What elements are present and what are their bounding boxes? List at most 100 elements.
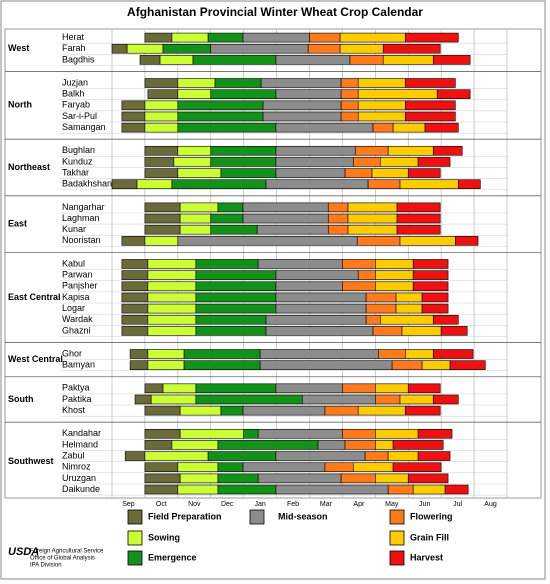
stage-bar [417, 428, 453, 439]
stage-bar [243, 428, 259, 439]
stage-bar [210, 43, 309, 54]
row-label: Badakhshan [62, 179, 112, 189]
stage-bar [347, 202, 398, 213]
stage-bar [275, 383, 343, 394]
stage-bar [375, 259, 414, 269]
stage-bar [399, 236, 456, 246]
stage-bar [147, 270, 197, 280]
row-label: Daikunde [62, 484, 100, 494]
stage-bar [387, 145, 434, 156]
stage-bar [159, 55, 194, 65]
stage-bar [432, 349, 474, 359]
stage-bar [275, 145, 356, 156]
stage-bar [401, 326, 442, 336]
stage-bar [412, 281, 449, 292]
stage-bar [357, 111, 406, 122]
stage-bar [407, 383, 441, 394]
stage-bar [242, 213, 329, 224]
stage-bar [357, 405, 406, 416]
stage-bar [177, 111, 264, 122]
row-label: Kunduz [62, 156, 93, 166]
stage-bar [365, 303, 397, 314]
row-label: Nooristan [62, 235, 101, 245]
stage-bar [177, 168, 222, 178]
stage-bar [324, 462, 354, 473]
stage-bar [121, 292, 149, 303]
stage-bar [404, 349, 434, 359]
stage-bar [342, 428, 376, 439]
stage-bar [256, 224, 329, 235]
stage-bar [365, 314, 381, 325]
stage-bar [126, 43, 164, 54]
x-tick-label: Nov [188, 501, 201, 508]
row-label: Bamyan [62, 360, 95, 370]
stage-bar [242, 202, 329, 213]
stage-bar [275, 270, 359, 280]
stage-bar [340, 100, 359, 111]
stage-bar [367, 179, 401, 190]
stage-bar [217, 484, 277, 495]
stage-bar [147, 292, 197, 303]
stage-bar [421, 303, 449, 314]
row-label: Nangarhar [62, 202, 105, 212]
stage-bar [183, 349, 261, 359]
stage-bar [144, 157, 175, 167]
stage-bar [340, 78, 359, 88]
stage-bar [375, 281, 414, 292]
legend-label: Field Preparation [148, 511, 222, 521]
stage-bar [407, 473, 449, 484]
stage-bar [171, 32, 209, 43]
stage-bar [144, 32, 173, 43]
stage-bar [147, 349, 185, 359]
stage-bar [275, 89, 342, 99]
stage-bar [171, 179, 267, 190]
stage-bar [144, 168, 179, 178]
stage-bar [144, 405, 181, 416]
stage-bar [144, 78, 179, 88]
stage-bar [375, 473, 409, 484]
stage-bar [179, 213, 212, 224]
stage-bar [147, 314, 197, 325]
stage-bar [399, 394, 434, 405]
stage-bar [275, 281, 343, 292]
region-label: North [8, 100, 32, 110]
legend-label: Mid-season [278, 511, 328, 521]
stage-bar [144, 122, 179, 133]
row-label: Kunar [62, 224, 86, 234]
row-label: Zabul [62, 450, 85, 460]
stage-bar [195, 259, 259, 269]
stage-bar [265, 179, 369, 190]
row-label: Kandahar [62, 428, 101, 438]
stage-bar [421, 360, 451, 370]
row-label: Faryab [62, 100, 90, 110]
stage-bar [144, 473, 181, 484]
stage-bar [144, 213, 181, 224]
stage-bar [404, 405, 441, 416]
stage-bar [392, 462, 442, 473]
x-tick-label: Mar [320, 501, 333, 508]
stage-bar [432, 55, 471, 65]
stage-bar [134, 394, 152, 405]
row-label: Bagdhis [62, 54, 95, 64]
stage-bar [309, 32, 341, 43]
stage-bar [257, 473, 342, 484]
x-tick-label: Jan [254, 501, 265, 508]
stage-bar [121, 326, 149, 336]
stage-bar [129, 349, 149, 359]
legend-label: Sowing [148, 532, 180, 542]
stage-bar [444, 484, 469, 495]
stage-bar [357, 270, 376, 280]
stage-bar [111, 43, 128, 54]
stage-bar [147, 281, 197, 292]
stage-bar [136, 179, 173, 190]
stage-bar [173, 157, 212, 167]
row-label: Balkh [62, 89, 85, 99]
stage-bar [340, 473, 376, 484]
stage-bar [404, 111, 456, 122]
stage-bar [177, 462, 219, 473]
stage-bar [144, 145, 179, 156]
stage-bar [217, 202, 244, 213]
row-label: Takhar [62, 167, 89, 177]
stage-bar [121, 100, 146, 111]
